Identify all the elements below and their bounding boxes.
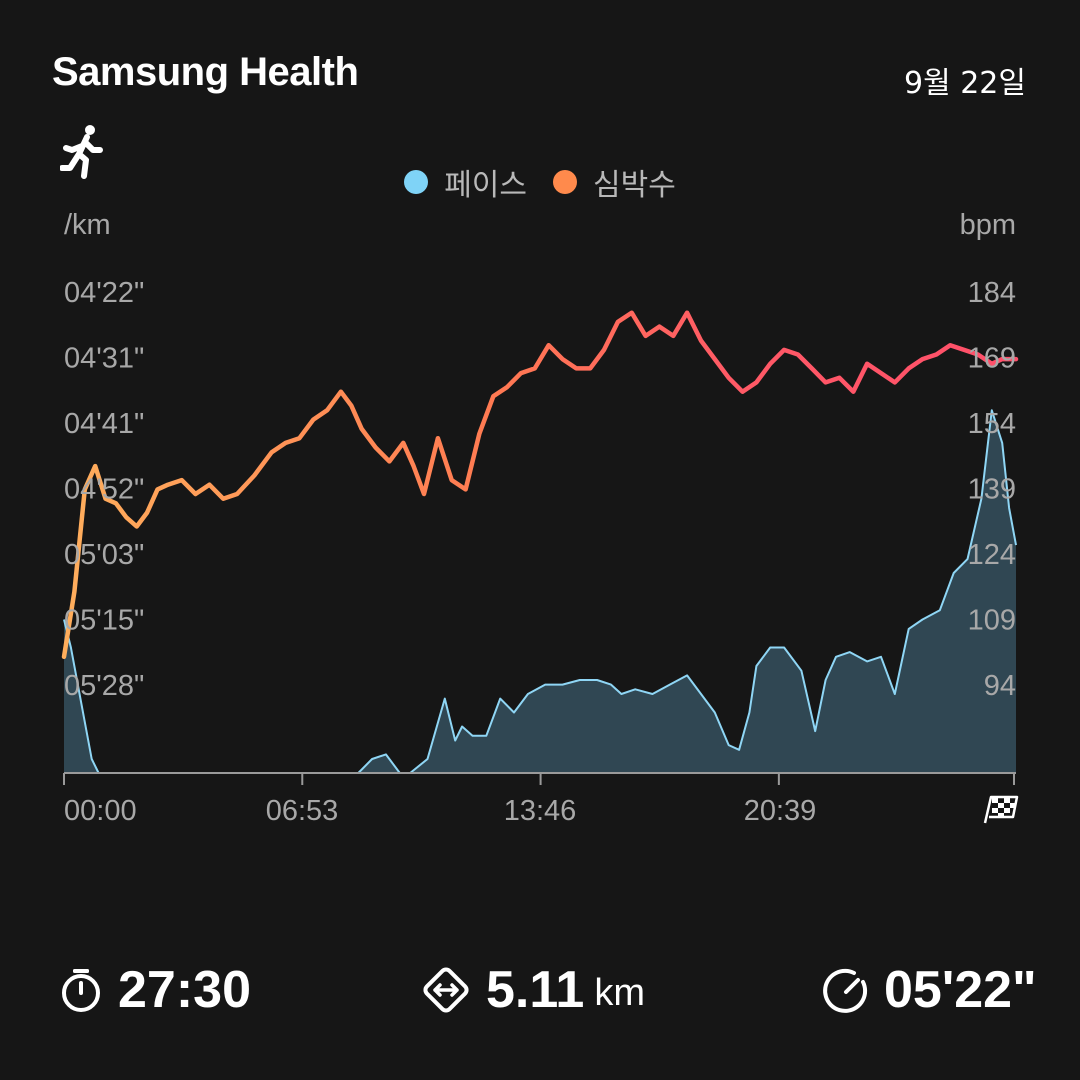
legend-dot-pace [404, 170, 429, 194]
right-tick-label-1: 169 [968, 343, 1016, 375]
left-tick-label-2: 04'41" [64, 408, 144, 440]
chart-legend: 페이스 심박수 [0, 160, 1080, 204]
left-tick-label-5: 05'15" [64, 605, 144, 637]
x-tick-label-2: 13:46 [504, 795, 577, 827]
left-tick-label-3: 04'52" [64, 474, 144, 506]
running-person-icon [60, 125, 103, 179]
workout-date: 9월 22일 [904, 66, 1026, 101]
stat-pace: 05'22" [822, 960, 1037, 1020]
legend-item-heart-rate: 심박수 [553, 160, 676, 204]
right-tick-label-3: 139 [968, 474, 1016, 506]
distance-icon [423, 967, 469, 1013]
x-tick-label-0: 00:00 [64, 795, 137, 827]
left-tick-label-4: 05'03" [64, 539, 144, 571]
distance-unit: km [594, 971, 645, 1014]
legend-label-heart-rate: 심박수 [593, 168, 676, 203]
right-axis-unit: bpm [960, 209, 1016, 241]
stopwatch-icon [62, 969, 100, 1012]
left-axis-unit: /km [64, 209, 111, 241]
right-tick-label-0: 184 [968, 277, 1016, 309]
stat-duration: 27:30 [58, 960, 251, 1020]
legend-dot-heart-rate [553, 170, 577, 194]
left-tick-label-1: 04'31" [64, 343, 144, 375]
right-tick-label-2: 154 [968, 408, 1016, 440]
pace-heart-rate-chart: /km bpm 04'22" 04'31" 04'41" 04'52" 05'03" 05'1… [61, 209, 1019, 827]
legend-label-pace: 페이스 [444, 168, 527, 203]
right-tick-label-5: 109 [968, 605, 1016, 637]
checkered-flag-icon [983, 795, 1019, 824]
duration-value: 27:30 [118, 961, 251, 1019]
stat-distance: 5.11 km [420, 960, 645, 1020]
heart-rate-line [61, 310, 1019, 660]
left-tick-label-0: 04'22" [64, 277, 144, 309]
pace-value: 05'22" [884, 961, 1037, 1019]
right-tick-label-6: 94 [984, 670, 1016, 702]
right-tick-label-4: 124 [968, 539, 1016, 571]
speedometer-icon [823, 968, 868, 1013]
summary-stats: 27:30 5.11 km 05'22" [0, 960, 1080, 1040]
pace-area [64, 410, 1016, 773]
legend-item-pace: 페이스 [404, 160, 527, 204]
left-tick-label-6: 05'28" [64, 670, 144, 702]
distance-value: 5.11 [486, 961, 585, 1019]
x-tick-label-3: 20:39 [744, 795, 817, 827]
app-title: Samsung Health [52, 50, 359, 94]
x-tick-label-1: 06:53 [266, 795, 339, 827]
